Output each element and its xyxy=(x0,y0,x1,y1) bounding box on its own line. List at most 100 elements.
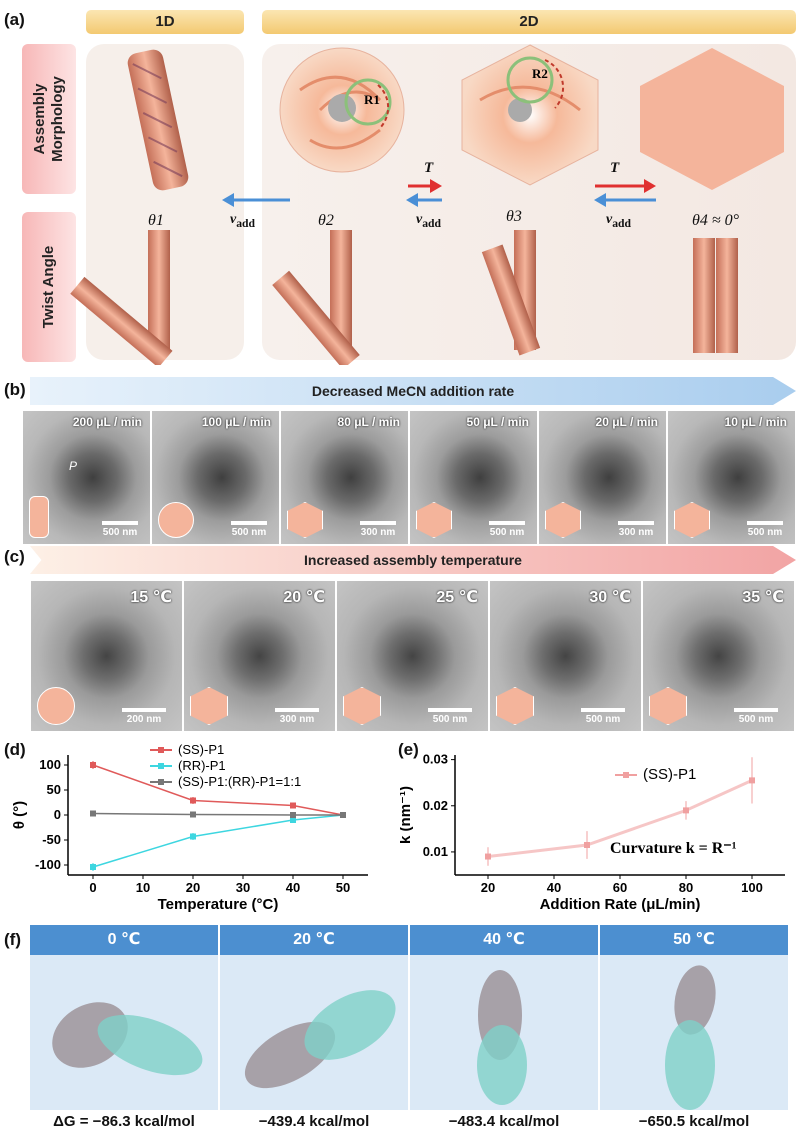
row-label-morphology: Assembly Morphology xyxy=(22,44,76,194)
scale-bar: 300 nm xyxy=(614,521,658,538)
morphology-icon xyxy=(158,502,194,538)
tem-image-temp-3: 30 ℃ 500 nm xyxy=(489,580,642,732)
banner-b: Decreased MeCN addition rate xyxy=(30,377,796,405)
x-tick-label: 30 xyxy=(236,880,250,895)
data-point xyxy=(749,777,755,784)
data-point xyxy=(683,807,689,814)
x-tick-label: 20 xyxy=(186,880,200,895)
data-point xyxy=(90,810,96,817)
scale-line xyxy=(581,708,625,712)
legend-marker xyxy=(158,779,164,785)
scale-line xyxy=(275,708,319,712)
r1-label: R1 xyxy=(364,92,380,107)
molecule-b xyxy=(304,990,396,1060)
scale-label: 500 nm xyxy=(585,714,621,725)
legend-label: (SS)-P1:(RR)-P1=1:1 xyxy=(178,774,301,789)
molecule-b xyxy=(665,1020,715,1110)
y-tick-label: 0.01 xyxy=(423,844,448,859)
series-line-0 xyxy=(92,764,344,816)
y-tick-label: -100 xyxy=(35,857,61,872)
morphology-icon xyxy=(343,687,381,725)
f-header-1: 20 ℃ xyxy=(220,925,408,955)
scale-line xyxy=(360,521,396,525)
rate-label: 10 μL / min xyxy=(724,415,787,429)
scale-label: 500 nm xyxy=(231,527,267,538)
data-point xyxy=(190,797,196,804)
md-structure xyxy=(477,970,527,1105)
rate-label: 20 μL / min xyxy=(595,415,658,429)
scale-bar: 500 nm xyxy=(485,521,529,538)
morphology-icon xyxy=(416,502,452,538)
p-marker: P xyxy=(69,459,78,473)
theta-2: θ2 xyxy=(318,212,334,229)
scale-line xyxy=(428,708,472,712)
chart-theta-vs-temperature: 0 10 20 30 40 50 100 50 0 -50 -100 Temperature (°C)… xyxy=(11,742,368,913)
legend-label: (RR)-P1 xyxy=(178,758,226,773)
scale-label: 300 nm xyxy=(360,527,396,538)
series-line-0 xyxy=(487,779,753,859)
scale-line xyxy=(734,708,778,712)
y-axis-title: θ (°) xyxy=(11,801,28,829)
morphology-icon xyxy=(545,502,581,538)
scale-label: 200 nm xyxy=(126,714,162,725)
f-structure-cell-0 xyxy=(30,955,218,1110)
panel-c-label: (c) xyxy=(4,547,25,566)
x-tick-label: 10 xyxy=(136,880,150,895)
series-line-2 xyxy=(92,812,343,816)
arrows-disc-hex xyxy=(406,179,442,207)
scale-bar: 300 nm xyxy=(269,708,325,725)
rate-label: 80 μL / min xyxy=(337,415,400,429)
x-axis-title: Temperature (°C) xyxy=(158,896,279,913)
temp-label: 30 ℃ xyxy=(589,589,631,606)
twisted-fibers-2 xyxy=(272,230,360,365)
morphology-icon xyxy=(37,687,75,725)
r2-label: R2 xyxy=(532,66,548,81)
x-tick-label: 20 xyxy=(481,880,495,895)
panel-b-label: (b) xyxy=(4,380,26,399)
panel-a-illustration: R1 R2 xyxy=(70,44,784,365)
series-line-1 xyxy=(92,814,344,868)
temp-arrow-label-2: T xyxy=(610,160,620,176)
scale-bar: 500 nm xyxy=(98,521,142,538)
fiber-bundle-1d xyxy=(127,49,189,191)
panel-e-label: (e) xyxy=(398,740,419,759)
morphology-icon xyxy=(190,687,228,725)
scale-bar: 300 nm xyxy=(356,521,400,538)
scale-bar: 500 nm xyxy=(422,708,478,725)
y-tick-label: -50 xyxy=(42,832,61,847)
f-structure-cell-3 xyxy=(600,955,788,1110)
scale-line xyxy=(618,521,654,525)
rate-label: 100 μL / min xyxy=(201,415,271,429)
scale-line xyxy=(747,521,783,525)
f-structure-cell-2 xyxy=(410,955,598,1110)
f-structure-cell-1 xyxy=(220,955,408,1110)
morphology-icon xyxy=(287,502,323,538)
data-point xyxy=(485,853,491,860)
theta-4: θ4 ≈ 0° xyxy=(692,212,740,229)
tem-image-temp-4: 35 ℃ 500 nm xyxy=(642,580,795,732)
tem-image-rate-2: 80 μL / min 300 nm xyxy=(280,410,409,545)
swirl-hexagon xyxy=(461,44,599,186)
tem-image-rate-5: 10 μL / min 500 nm xyxy=(667,410,796,545)
data-point xyxy=(584,842,590,848)
molecule-b xyxy=(477,1025,527,1105)
curvature-annotation: Curvature k = R⁻¹ xyxy=(610,840,737,857)
scale-label: 500 nm xyxy=(432,714,468,725)
data-point xyxy=(190,811,196,818)
scale-line xyxy=(122,708,166,712)
vadd-label-2: vadd xyxy=(416,212,442,230)
data-point xyxy=(340,812,346,818)
arrows-hex-plain xyxy=(594,179,656,207)
data-point xyxy=(290,812,296,818)
legend-label: (SS)-P1 xyxy=(643,766,696,783)
molecule-a xyxy=(674,965,716,1035)
temp-arrow-label-1: T xyxy=(424,160,434,176)
temp-label: 25 ℃ xyxy=(436,589,478,606)
theta-3: θ3 xyxy=(506,208,522,225)
scale-label: 300 nm xyxy=(618,527,654,538)
morphology-icon xyxy=(649,687,687,725)
swirl-disc xyxy=(279,47,405,173)
morphology-icon xyxy=(29,496,49,538)
vadd-label-3: vadd xyxy=(606,212,632,230)
panel-a-label: (a) xyxy=(4,10,25,29)
